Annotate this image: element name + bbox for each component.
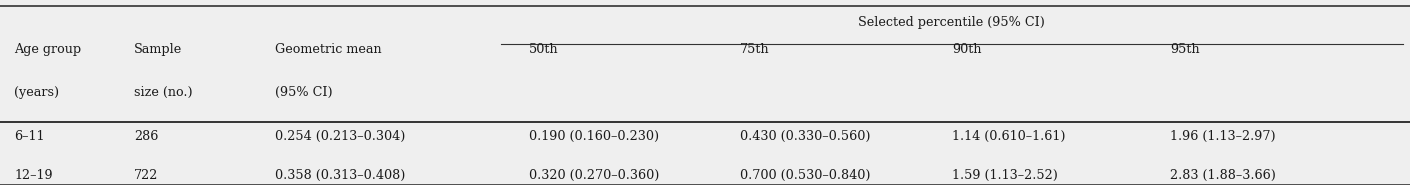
Text: 6–11: 6–11 <box>14 130 45 143</box>
Text: 1.96 (1.13–2.97): 1.96 (1.13–2.97) <box>1170 130 1276 143</box>
Text: 722: 722 <box>134 169 158 182</box>
Text: 0.254 (0.213–0.304): 0.254 (0.213–0.304) <box>275 130 405 143</box>
Text: 0.320 (0.270–0.360): 0.320 (0.270–0.360) <box>529 169 658 182</box>
Text: 1.14 (0.610–1.61): 1.14 (0.610–1.61) <box>952 130 1065 143</box>
Text: 95th: 95th <box>1170 43 1200 56</box>
Text: 1.59 (1.13–2.52): 1.59 (1.13–2.52) <box>952 169 1058 182</box>
Text: 12–19: 12–19 <box>14 169 52 182</box>
Text: (years): (years) <box>14 86 59 99</box>
Text: 0.430 (0.330–0.560): 0.430 (0.330–0.560) <box>740 130 871 143</box>
Text: 0.358 (0.313–0.408): 0.358 (0.313–0.408) <box>275 169 405 182</box>
Text: 0.700 (0.530–0.840): 0.700 (0.530–0.840) <box>740 169 871 182</box>
Text: 75th: 75th <box>740 43 770 56</box>
Text: 286: 286 <box>134 130 158 143</box>
Text: 0.190 (0.160–0.230): 0.190 (0.160–0.230) <box>529 130 658 143</box>
Text: Selected percentile (95% CI): Selected percentile (95% CI) <box>859 16 1045 29</box>
Text: Age group: Age group <box>14 43 82 56</box>
Text: Sample: Sample <box>134 43 182 56</box>
Text: 2.83 (1.88–3.66): 2.83 (1.88–3.66) <box>1170 169 1276 182</box>
Text: Geometric mean: Geometric mean <box>275 43 382 56</box>
Text: 90th: 90th <box>952 43 981 56</box>
Text: size (no.): size (no.) <box>134 86 193 99</box>
Text: 50th: 50th <box>529 43 558 56</box>
Text: (95% CI): (95% CI) <box>275 86 333 99</box>
